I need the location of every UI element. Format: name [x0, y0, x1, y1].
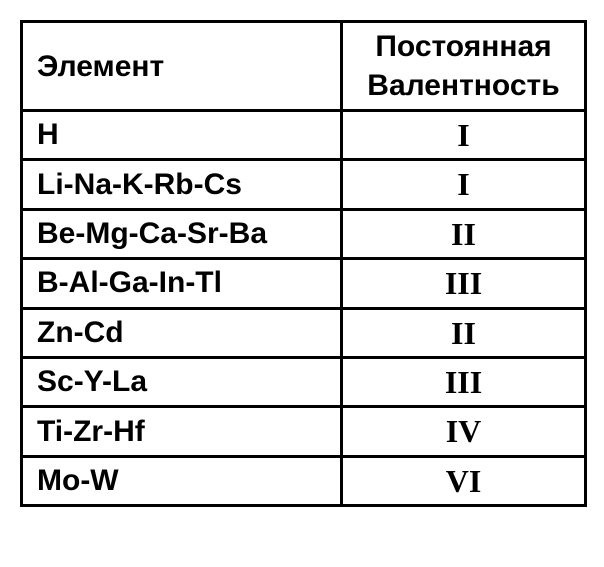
header-valency: Постоянная Валентность [342, 22, 586, 111]
table-row: Li-Na-K-Rb-Cs I [22, 160, 586, 209]
table-row: Ti-Zr-Hf IV [22, 407, 586, 456]
cell-valency: I [342, 160, 586, 209]
valency-table: Элемент Постоянная Валентность H I Li-Na… [20, 20, 587, 507]
table-row: Mo-W VI [22, 456, 586, 505]
table-row: Zn-Cd II [22, 308, 586, 357]
cell-valency: III [342, 259, 586, 308]
cell-valency: I [342, 111, 586, 160]
cell-element: B-Al-Ga-In-Tl [22, 259, 342, 308]
cell-valency: III [342, 357, 586, 406]
table-row: Sc-Y-La III [22, 357, 586, 406]
cell-element: Sc-Y-La [22, 357, 342, 406]
cell-valency: II [342, 308, 586, 357]
cell-valency: II [342, 209, 586, 258]
cell-element: Mo-W [22, 456, 342, 505]
cell-element: Ti-Zr-Hf [22, 407, 342, 456]
cell-valency: VI [342, 456, 586, 505]
cell-element: Be-Mg-Ca-Sr-Ba [22, 209, 342, 258]
table-row: H I [22, 111, 586, 160]
cell-element: H [22, 111, 342, 160]
table-header-row: Элемент Постоянная Валентность [22, 22, 586, 111]
header-element: Элемент [22, 22, 342, 111]
cell-element: Zn-Cd [22, 308, 342, 357]
table-row: B-Al-Ga-In-Tl III [22, 259, 586, 308]
cell-valency: IV [342, 407, 586, 456]
table-row: Be-Mg-Ca-Sr-Ba II [22, 209, 586, 258]
cell-element: Li-Na-K-Rb-Cs [22, 160, 342, 209]
